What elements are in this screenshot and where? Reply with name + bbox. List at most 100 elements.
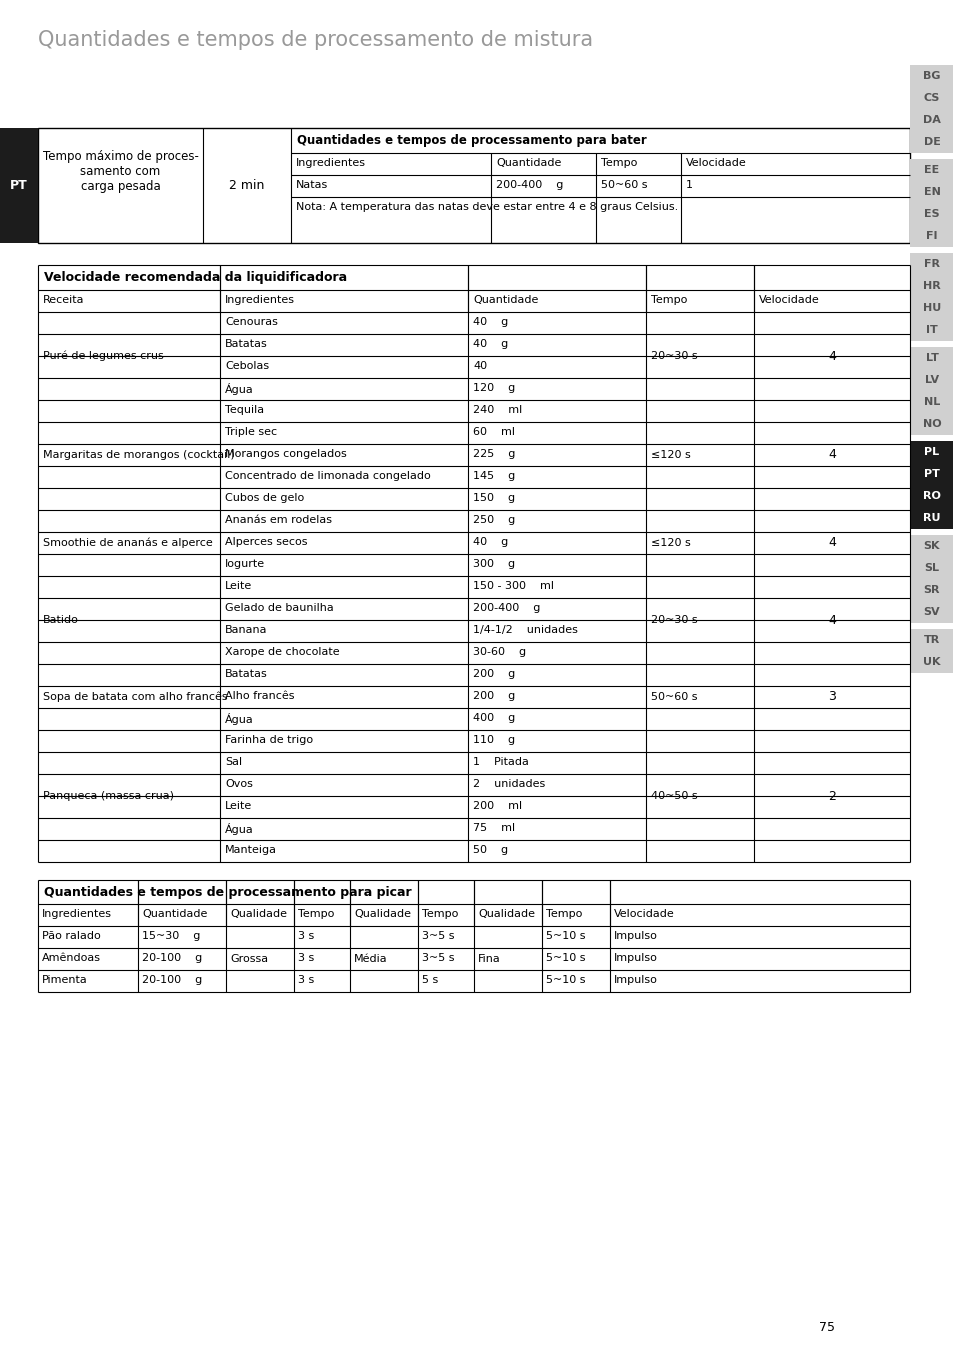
Text: 20~30 s: 20~30 s [650, 351, 697, 362]
Text: 400    g: 400 g [473, 714, 515, 723]
Text: Tequila: Tequila [225, 405, 264, 414]
Text: Cebolas: Cebolas [225, 362, 269, 371]
Text: 15~30    g: 15~30 g [142, 932, 200, 941]
Text: 3 s: 3 s [297, 953, 314, 963]
Text: Velocidade: Velocidade [614, 909, 674, 919]
Text: Gelado de baunilha: Gelado de baunilha [225, 603, 334, 613]
Text: Quantidade: Quantidade [473, 295, 537, 305]
Text: RO: RO [923, 492, 940, 501]
Text: DA: DA [923, 115, 940, 125]
Text: Média: Média [354, 955, 387, 964]
Text: Morangos congelados: Morangos congelados [225, 450, 346, 459]
Text: Impulso: Impulso [614, 932, 658, 941]
Bar [909, 630, 953, 673]
Text: 3: 3 [827, 691, 835, 704]
Text: 4: 4 [827, 536, 835, 550]
Text: UK: UK [923, 657, 940, 668]
Text: Sal: Sal [225, 757, 242, 766]
Text: Farinha de trigo: Farinha de trigo [225, 735, 313, 745]
Text: Alperces secos: Alperces secos [225, 538, 307, 547]
Text: 20-100    g: 20-100 g [142, 953, 202, 963]
Text: NO: NO [922, 418, 941, 429]
Text: Natas: Natas [295, 180, 328, 190]
Text: FI: FI [925, 232, 937, 241]
Text: Tempo: Tempo [297, 909, 334, 919]
Text: 75: 75 [818, 1322, 834, 1334]
Text: NL: NL [923, 397, 939, 408]
Text: Qualidade: Qualidade [230, 909, 287, 919]
Text: 4: 4 [827, 448, 835, 462]
Text: 75    ml: 75 ml [473, 823, 515, 833]
Text: 200    ml: 200 ml [473, 802, 521, 811]
Text: Amêndoas: Amêndoas [42, 953, 101, 963]
Text: 120    g: 120 g [473, 383, 515, 393]
Text: Impulso: Impulso [614, 975, 658, 984]
Text: 3~5 s: 3~5 s [421, 953, 454, 963]
Text: 300    g: 300 g [473, 559, 515, 569]
Text: 200-400    g: 200-400 g [473, 603, 539, 613]
Text: EN: EN [923, 187, 940, 196]
Text: Ovos: Ovos [225, 779, 253, 789]
Text: Tempo máximo de proces-
samento com
carga pesada: Tempo máximo de proces- samento com carg… [43, 150, 198, 194]
Bar [38, 129, 909, 242]
Text: Pimenta: Pimenta [42, 975, 88, 984]
Text: Leite: Leite [225, 802, 252, 811]
Text: 50~60 s: 50~60 s [600, 180, 647, 190]
Text: Receita: Receita [43, 295, 85, 305]
Text: Concentrado de limonada congelado: Concentrado de limonada congelado [225, 471, 431, 481]
Text: 50    g: 50 g [473, 845, 508, 854]
Text: Qualidade: Qualidade [477, 909, 535, 919]
Text: Velocidade recomendada da liquidificadora: Velocidade recomendada da liquidificador… [44, 271, 347, 284]
Text: ES: ES [923, 209, 939, 219]
Text: 5 s: 5 s [421, 975, 437, 984]
Text: HR: HR [923, 282, 940, 291]
Text: Quantidade: Quantidade [496, 158, 560, 168]
Text: ≤120 s: ≤120 s [650, 450, 690, 460]
Text: 240    ml: 240 ml [473, 405, 521, 414]
Text: 2 min: 2 min [229, 179, 264, 192]
Text: BG: BG [923, 70, 940, 81]
Text: 50~60 s: 50~60 s [650, 692, 697, 701]
Text: Grossa: Grossa [230, 955, 268, 964]
Bar [909, 158, 953, 246]
Text: Velocidade: Velocidade [759, 295, 819, 305]
Text: 5~10 s: 5~10 s [545, 953, 585, 963]
Text: Smoothie de ananás e alperce: Smoothie de ananás e alperce [43, 538, 213, 548]
Bar [909, 441, 953, 529]
Text: DE: DE [923, 137, 940, 148]
Text: 3 s: 3 s [297, 975, 314, 984]
Text: Quantidades e tempos de processamento para bater: Quantidades e tempos de processamento pa… [296, 134, 646, 148]
Text: 150    g: 150 g [473, 493, 515, 502]
Text: 145    g: 145 g [473, 471, 515, 481]
Text: HU: HU [922, 303, 941, 313]
Text: Alho francês: Alho francês [225, 691, 294, 701]
Text: PL: PL [923, 447, 939, 458]
Text: Tempo: Tempo [545, 909, 581, 919]
Text: 40    g: 40 g [473, 317, 508, 328]
Text: Cenouras: Cenouras [225, 317, 277, 328]
Text: Batatas: Batatas [225, 338, 268, 349]
Text: LT: LT [924, 353, 938, 363]
Text: Água: Água [225, 823, 253, 835]
Text: Sopa de batata com alho francês: Sopa de batata com alho francês [43, 692, 228, 703]
Text: SL: SL [923, 563, 939, 573]
Text: 40    g: 40 g [473, 538, 508, 547]
Text: 110    g: 110 g [473, 735, 515, 745]
Text: CS: CS [923, 93, 940, 103]
Text: Margaritas de morangos (cocktail): Margaritas de morangos (cocktail) [43, 450, 234, 460]
Bar [909, 65, 953, 153]
Text: Água: Água [225, 383, 253, 395]
Text: 200    g: 200 g [473, 691, 515, 701]
Text: Fina: Fina [477, 955, 500, 964]
Text: 5~10 s: 5~10 s [545, 932, 585, 941]
Text: 200-400    g: 200-400 g [496, 180, 563, 190]
Text: PT: PT [923, 468, 939, 479]
Text: Puré de legumes crus: Puré de legumes crus [43, 351, 164, 362]
Text: Velocidade: Velocidade [685, 158, 746, 168]
Text: Quantidades e tempos de processamento de mistura: Quantidades e tempos de processamento de… [38, 30, 593, 50]
Text: 4: 4 [827, 349, 835, 363]
Text: 2    unidades: 2 unidades [473, 779, 545, 789]
Text: LV: LV [924, 375, 938, 385]
Text: SR: SR [923, 585, 940, 594]
Text: 225    g: 225 g [473, 450, 515, 459]
